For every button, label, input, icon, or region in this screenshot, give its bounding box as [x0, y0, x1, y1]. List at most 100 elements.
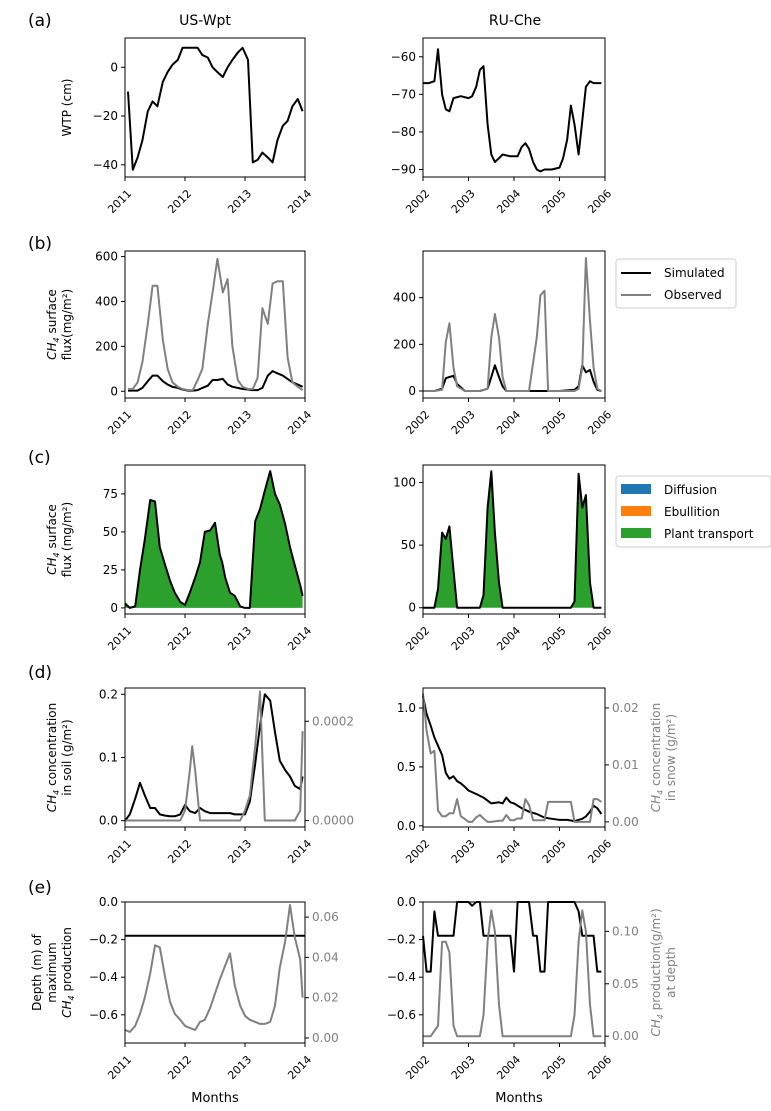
y-axis-label: in soil (g/m²) — [60, 719, 74, 795]
x-tick-label: 2012 — [165, 1053, 194, 1082]
site-title-che: RU-Che — [489, 13, 541, 29]
panel-letter-c: (c) — [28, 448, 51, 468]
y-right-tick-label: 0.10 — [612, 924, 639, 938]
y-tick-label: 0.2 — [99, 687, 118, 701]
x-tick-label: 2002 — [403, 1053, 432, 1082]
panel-e-wpt: 2011 2012 2013 2014 0.0 −0.2 −0.4 −0.6 0.00 0.02 0… — [30, 895, 339, 1082]
x-tick-label: 2005 — [540, 1053, 569, 1082]
y-tick-label: 400 — [95, 294, 118, 308]
x-tick-label: 2004 — [494, 408, 523, 437]
y-axis-label: maximum — [45, 942, 59, 1002]
x-tick-label: 2013 — [225, 408, 254, 437]
axes-frame — [422, 687, 606, 828]
x-tick-label: 2006 — [585, 187, 614, 216]
y-right-axis-label: in snow (g/m²) — [664, 714, 678, 801]
y-tick-label: −90 — [391, 162, 416, 176]
x-tick-label: 2006 — [585, 624, 614, 653]
x-tick-label: 2013 — [225, 624, 254, 653]
series-line-observed — [125, 690, 304, 822]
y-tick-label: −0.2 — [387, 933, 416, 947]
y-tick-label: 0.0 — [397, 819, 416, 833]
y-tick-label: 100 — [393, 476, 416, 490]
panel-d-wpt: 2011 2012 2013 2014 0.0 0.1 0.2 0.0000 0.0002 CH4… — [45, 687, 354, 866]
y-right-tick-label: 0.02 — [312, 991, 339, 1005]
x-tick-label: 2014 — [285, 187, 314, 216]
y-tick-label: 0 — [408, 384, 416, 398]
y-right-axis-label: CH4 concentration — [649, 703, 665, 812]
panel-a-che: 2002 2003 2004 2005 2006 −60 −70 −80 −90 — [391, 37, 614, 216]
x-tick-label: 2003 — [449, 1053, 478, 1082]
panel-b-che: 2002 2003 2004 2005 2006 0 200 400 — [393, 250, 614, 437]
y-right-tick-label: 0.05 — [612, 977, 639, 991]
legend-diffusion-swatch — [621, 484, 651, 494]
y-right-tick-label: 0.02 — [612, 701, 639, 715]
x-tick-label: 2014 — [285, 1053, 314, 1082]
x-tick-label: 2006 — [585, 408, 614, 437]
y-tick-label: 75 — [103, 487, 118, 501]
legend-diffusion-label: Diffusion — [664, 483, 717, 497]
x-tick-label: 2014 — [285, 408, 314, 437]
y-tick-label: 0 — [110, 601, 118, 615]
y-axis-label: CH4 production — [60, 927, 76, 1018]
y-right-tick-label: 0.00 — [312, 1031, 339, 1045]
area-plant-transport — [125, 471, 303, 608]
area-plant-transport — [423, 471, 602, 608]
y-tick-label: −0.4 — [387, 970, 416, 984]
x-tick-label: 2003 — [449, 837, 478, 866]
x-tick-label: 2002 — [403, 837, 432, 866]
y-tick-label: −0.4 — [89, 970, 118, 984]
legend-components: Diffusion Ebullition Plant transport — [615, 475, 771, 548]
series-line-simulated — [128, 370, 304, 392]
y-axis-label: Depth (m) of — [30, 933, 44, 1011]
y-axis-label: flux(mg/m²) — [60, 289, 74, 360]
y-right-axis-label: CH4 production(g/m²) — [649, 908, 665, 1036]
y-tick-label: 200 — [393, 337, 416, 351]
y-right-axis-label: at depth — [664, 947, 678, 998]
series-line-observed — [124, 904, 304, 1033]
legend-observed-label: Observed — [664, 288, 722, 302]
series-line-simulated — [422, 696, 603, 823]
y-axis-label: WTP (cm) — [60, 79, 74, 137]
x-tick-label: 2005 — [540, 624, 569, 653]
panel-b-wpt: 2011 2012 2013 2014 0 200 400 600 CH4 surface flu… — [45, 250, 314, 438]
y-right-tick-label: 0.06 — [312, 910, 339, 924]
axes-frame — [124, 687, 306, 828]
panel-a-wpt: 2011 2012 2013 2014 0 −20 −40 WTP (cm) — [60, 37, 314, 216]
y-tick-label: −80 — [391, 125, 416, 139]
y-tick-label: 0.0 — [99, 814, 118, 828]
y-right-tick-label: 0.0002 — [312, 714, 354, 728]
x-tick-label: 2011 — [105, 408, 134, 437]
panel-letter-e: (e) — [28, 878, 52, 898]
x-tick-label: 2005 — [540, 408, 569, 437]
y-tick-label: 400 — [393, 291, 416, 305]
legend-ebullition-swatch — [621, 506, 651, 516]
axes-frame — [124, 250, 306, 399]
x-tick-label: 2005 — [540, 187, 569, 216]
x-tick-label: 2011 — [105, 837, 134, 866]
xlabel-wpt: Months — [191, 1091, 239, 1106]
x-tick-label: 2014 — [285, 837, 314, 866]
x-tick-label: 2005 — [540, 837, 569, 866]
y-tick-label: 0 — [110, 60, 118, 74]
legend-plant-transport-label: Plant transport — [664, 527, 754, 541]
x-tick-label: 2004 — [494, 1053, 523, 1082]
series-line-observed — [128, 257, 304, 392]
legend-ebullition-label: Ebullition — [664, 505, 720, 519]
y-tick-label: 50 — [103, 525, 118, 539]
y-tick-label: −20 — [93, 109, 118, 123]
panel-letter-b: (b) — [28, 234, 52, 254]
y-right-tick-label: 0.00 — [612, 1029, 639, 1043]
y-tick-label: 600 — [95, 250, 118, 264]
series-line-observed — [423, 257, 602, 392]
y-tick-label: 200 — [95, 339, 118, 353]
y-tick-label: 1.0 — [397, 701, 416, 715]
y-tick-label: −0.6 — [89, 1008, 118, 1022]
y-tick-label: 0 — [110, 384, 118, 398]
series-line-wtp — [127, 46, 304, 171]
y-right-tick-label: 0.01 — [612, 758, 639, 772]
xlabel-che: Months — [495, 1091, 543, 1106]
y-tick-label: 25 — [103, 563, 118, 577]
x-tick-label: 2003 — [449, 187, 478, 216]
x-tick-label: 2003 — [449, 408, 478, 437]
